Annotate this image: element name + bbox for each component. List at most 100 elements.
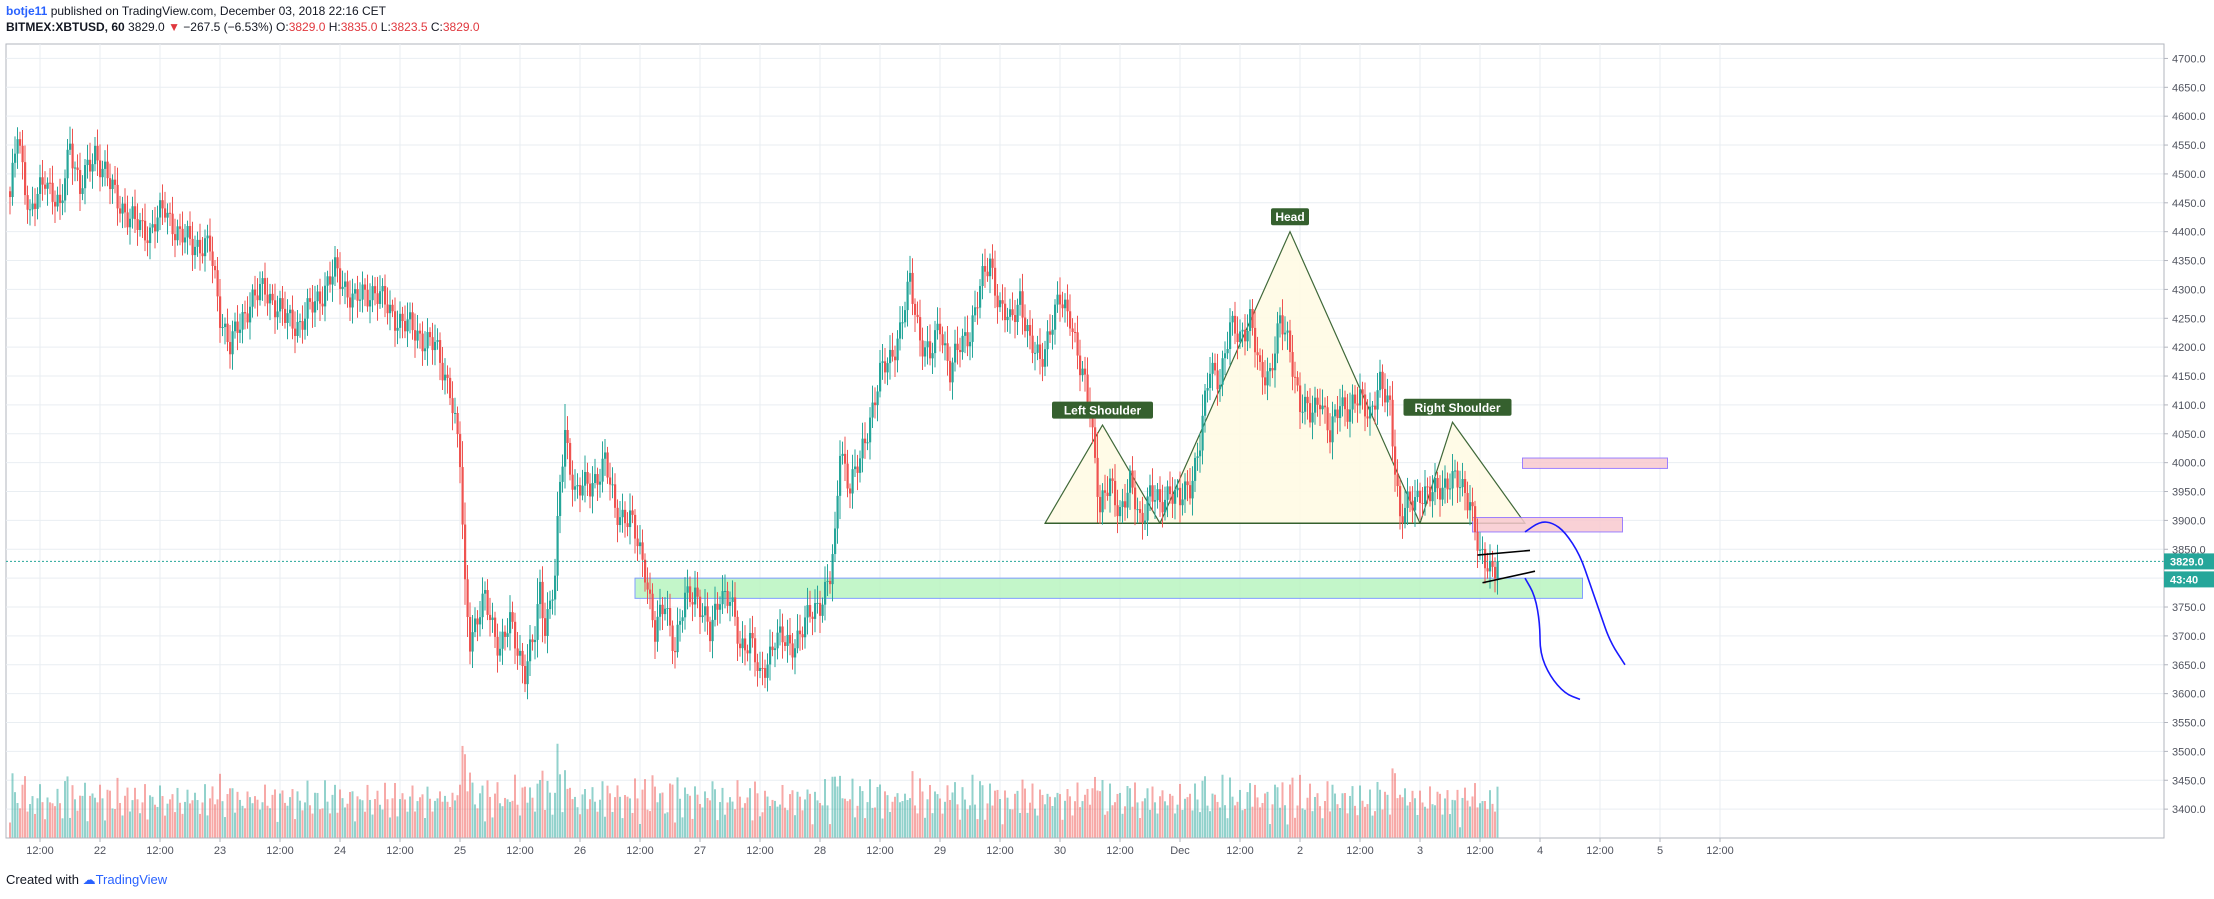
candle-body — [836, 495, 839, 529]
candle — [1364, 382, 1367, 432]
candle — [64, 169, 67, 213]
candle — [799, 614, 802, 651]
candle — [1149, 474, 1152, 511]
candle-body — [1139, 509, 1142, 513]
volume-bar — [466, 791, 469, 838]
candle — [1156, 482, 1159, 509]
candle — [1084, 356, 1087, 392]
candle-body — [1184, 481, 1187, 500]
candle-body — [186, 226, 189, 238]
volume-bar — [1176, 804, 1179, 838]
volume-bar — [86, 821, 89, 838]
candle-body — [1364, 394, 1367, 417]
volume-bar — [1484, 801, 1486, 838]
candle-body — [176, 226, 179, 241]
volume-bar — [1114, 802, 1116, 838]
candle-body — [296, 321, 299, 336]
x-tick-label: 23 — [214, 845, 226, 857]
candle — [81, 175, 84, 201]
author-link[interactable]: botje11 — [6, 4, 48, 18]
volume-bar — [699, 803, 701, 838]
left-shoulder-label: Left Shoulder — [1064, 404, 1142, 418]
volume-bar — [1091, 788, 1094, 838]
candle — [599, 468, 602, 498]
volume-bar — [274, 789, 276, 838]
volume-bar — [849, 799, 851, 838]
volume-bar — [1381, 809, 1384, 838]
candle-body — [1409, 491, 1412, 501]
candle-body — [1351, 394, 1354, 410]
candle — [524, 654, 527, 693]
candle-body — [414, 330, 417, 341]
candle-body — [391, 304, 394, 312]
volume-bar — [1204, 776, 1206, 838]
candle — [1494, 557, 1497, 593]
candle — [729, 591, 732, 622]
volume-bar — [1351, 786, 1354, 838]
volume-bar — [514, 774, 516, 838]
candle — [481, 577, 484, 630]
candle-body — [96, 145, 99, 161]
candle — [1411, 486, 1414, 523]
candle-body — [1429, 486, 1432, 502]
candle-body — [1426, 486, 1429, 488]
candle — [71, 128, 74, 185]
x-tick-label: 12:00 — [1226, 845, 1254, 857]
candle-body — [689, 586, 692, 603]
tradingview-logo-icon[interactable]: ☁ — [82, 872, 96, 887]
candle — [369, 283, 372, 324]
candle-body — [541, 581, 544, 619]
candle — [1199, 433, 1202, 473]
candle-body — [166, 212, 169, 218]
candle — [881, 343, 884, 380]
volume-bar — [614, 797, 616, 838]
candle-body — [684, 592, 687, 618]
volume-bar — [534, 811, 536, 838]
volume-bar — [389, 817, 391, 838]
candle — [919, 299, 922, 357]
candle — [1006, 307, 1009, 332]
candle-body — [381, 286, 384, 292]
volume-bar — [1376, 781, 1379, 838]
volume-bar — [1046, 793, 1049, 838]
volume-bar — [1209, 811, 1211, 838]
candle — [1186, 470, 1189, 502]
candle-body — [716, 603, 719, 610]
candle — [76, 154, 79, 182]
candle-body — [1214, 362, 1217, 371]
candle — [871, 385, 874, 429]
candle — [329, 261, 332, 293]
volume-bar — [471, 782, 474, 838]
volume-bar — [1224, 805, 1226, 838]
candle — [866, 433, 869, 451]
volume-bar — [176, 787, 179, 838]
candle — [26, 185, 29, 224]
candle — [694, 570, 697, 617]
candle — [1456, 461, 1459, 504]
volume-bar — [786, 810, 789, 838]
candle — [1249, 299, 1252, 349]
candle-body — [1486, 568, 1489, 572]
candle-body — [336, 257, 339, 269]
volume-bar — [1399, 794, 1401, 838]
volume-bar — [339, 789, 341, 838]
candle-body — [789, 634, 792, 644]
candle — [29, 199, 32, 226]
candle-body — [1251, 309, 1254, 328]
volume-bar — [621, 818, 624, 838]
candle — [1059, 277, 1062, 322]
volume-bar — [1411, 790, 1414, 838]
tradingview-link[interactable]: TradingView — [95, 872, 168, 887]
chart-header: botje11 published on TradingView.com, De… — [6, 3, 480, 35]
volume-bar — [206, 815, 209, 838]
candle — [914, 298, 917, 332]
candle-body — [1319, 404, 1322, 410]
volume-bar — [1456, 789, 1459, 838]
candle-body — [954, 343, 957, 363]
candle-body — [961, 335, 964, 353]
candle-body — [636, 538, 639, 547]
candle — [184, 223, 187, 254]
volume-bar — [326, 801, 329, 838]
volume-bar — [679, 798, 681, 838]
